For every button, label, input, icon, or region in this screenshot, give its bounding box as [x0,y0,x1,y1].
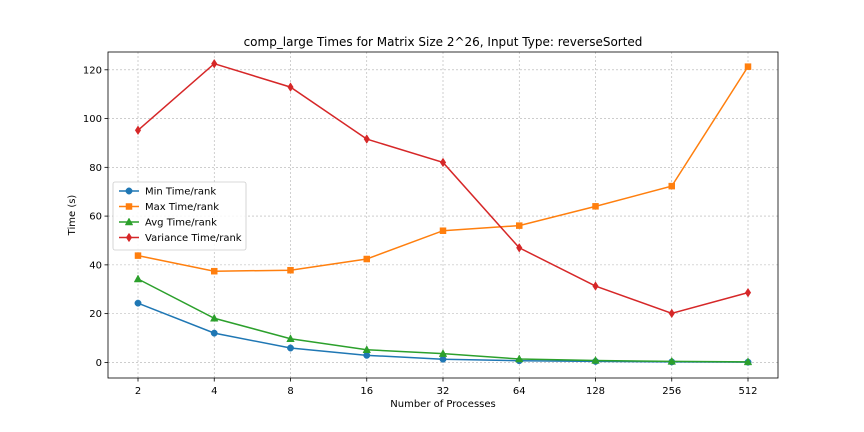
data-point [744,287,752,298]
y-tick-label: 80 [89,163,102,174]
series-group [133,58,753,366]
legend-label: Max Time/rank [145,202,219,213]
data-point [134,125,142,136]
data-point [592,203,599,210]
data-point [515,354,524,363]
data-point [743,357,753,366]
data-point [667,356,676,365]
data-point [439,227,447,234]
data-point [592,281,599,291]
y-tick-label: 60 [89,212,102,223]
data-point [363,351,371,359]
y-tick-label: 40 [89,260,102,271]
axis-ticks: 2 4 8 16 32 64 128 256 512 0 20 40 60 80 100 120 [83,65,758,397]
legend-item: Variance Time/rank [119,232,242,244]
legend-item: Min Time/rank [119,187,216,198]
data-point [591,355,600,364]
data-point [210,313,219,322]
data-point [439,157,447,168]
data-point [211,58,218,69]
data-point [516,222,523,229]
legend-item: Max Time/rank [119,202,219,213]
series-2 [133,274,753,366]
series-1 [134,63,752,275]
y-tick-label: 100 [83,114,102,125]
data-point [516,243,523,253]
x-axis-label: Number of Processes [390,399,495,410]
data-point [287,344,294,352]
legend-item: Avg Time/rank [119,217,217,229]
data-point [668,308,675,319]
chart-title: comp_large Times for Matrix Size 2^26, I… [244,35,643,49]
series-3 [134,58,752,319]
data-point [363,134,370,144]
data-point [210,329,218,337]
y-axis-label: Time (s) [67,195,78,237]
data-point [439,355,447,363]
data-point [134,299,142,307]
x-tick-label: 4 [211,386,217,397]
legend-label: Avg Time/rank [145,218,217,229]
legend-marker [125,203,133,210]
data-point [362,345,371,353]
data-point [134,252,142,259]
data-point [286,334,295,342]
y-tick-label: 0 [96,358,102,369]
x-tick-label: 2 [135,386,141,397]
legend-label: Variance Time/rank [145,233,242,244]
legend-marker [124,217,134,226]
x-tick-label: 16 [360,386,373,397]
x-tick-label: 64 [513,386,526,397]
data-point [438,349,448,357]
data-point [744,63,752,70]
x-tick-label: 512 [738,386,757,397]
legend-box [112,181,247,251]
data-point [287,82,294,92]
y-tick-label: 120 [83,65,102,76]
x-tick-label: 8 [287,386,293,397]
data-point [133,274,143,283]
x-tick-label: 128 [586,386,605,397]
data-point [668,182,675,190]
x-tick-label: 256 [662,386,681,397]
legend: Min Time/rank Max Time/rank Avg Time/rank V… [112,181,247,251]
data-point [287,266,294,274]
data-point [211,267,218,275]
legend-label: Min Time/rank [145,187,216,198]
legend-marker [125,232,133,243]
y-tick-label: 20 [89,309,102,320]
data-point [363,255,370,263]
legend-marker [125,187,133,195]
x-tick-label: 32 [437,386,450,397]
